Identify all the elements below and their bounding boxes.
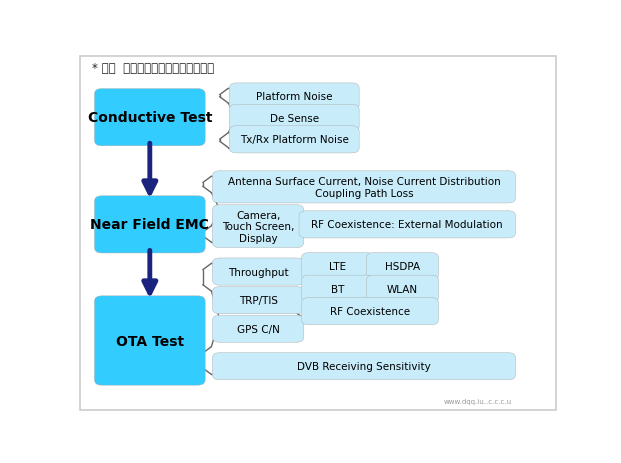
FancyBboxPatch shape [301, 275, 374, 303]
Text: * 图八  噪声干扰量测验证的理想步骤: * 图八 噪声干扰量测验证的理想步骤 [92, 62, 214, 75]
Text: HSDPA: HSDPA [385, 262, 420, 272]
FancyBboxPatch shape [94, 296, 205, 385]
Text: Conductive Test: Conductive Test [88, 111, 212, 125]
FancyBboxPatch shape [229, 105, 359, 132]
Text: BT: BT [331, 284, 344, 294]
Text: Near Field EMC: Near Field EMC [91, 218, 209, 232]
Text: Platform Noise: Platform Noise [256, 92, 332, 102]
FancyBboxPatch shape [80, 57, 556, 410]
FancyBboxPatch shape [229, 84, 359, 111]
FancyBboxPatch shape [212, 287, 304, 314]
Text: DVB Receiving Sensitivity: DVB Receiving Sensitivity [297, 362, 431, 371]
Text: LTE: LTE [329, 262, 346, 272]
FancyBboxPatch shape [212, 205, 304, 248]
Text: Antenna Surface Current, Noise Current Distribution
Coupling Path Loss: Antenna Surface Current, Noise Current D… [228, 177, 501, 198]
FancyBboxPatch shape [301, 298, 438, 325]
Text: Throughput: Throughput [228, 267, 288, 277]
Text: OTA Test: OTA Test [116, 334, 184, 348]
FancyBboxPatch shape [94, 89, 205, 146]
Text: WLAN: WLAN [387, 284, 418, 294]
FancyBboxPatch shape [366, 253, 438, 280]
FancyBboxPatch shape [212, 315, 304, 343]
Text: Tx/Rx Platform Noise: Tx/Rx Platform Noise [240, 135, 348, 145]
FancyBboxPatch shape [229, 126, 359, 154]
FancyBboxPatch shape [212, 353, 515, 380]
Text: Camera,
Touch Screen,
Display: Camera, Touch Screen, Display [222, 210, 294, 243]
Text: TRP/TIS: TRP/TIS [238, 295, 278, 306]
FancyBboxPatch shape [94, 196, 205, 253]
FancyBboxPatch shape [299, 211, 515, 238]
FancyBboxPatch shape [212, 258, 304, 286]
Text: www.dqq.iu..c.c.c.u: www.dqq.iu..c.c.c.u [443, 398, 512, 404]
FancyBboxPatch shape [212, 171, 515, 204]
Text: RF Coexistence: RF Coexistence [330, 307, 410, 317]
Text: RF Coexistence: External Modulation: RF Coexistence: External Modulation [312, 220, 503, 230]
FancyBboxPatch shape [301, 253, 374, 280]
Text: De Sense: De Sense [270, 114, 319, 124]
Text: GPS C/N: GPS C/N [237, 324, 279, 334]
FancyBboxPatch shape [366, 275, 438, 303]
